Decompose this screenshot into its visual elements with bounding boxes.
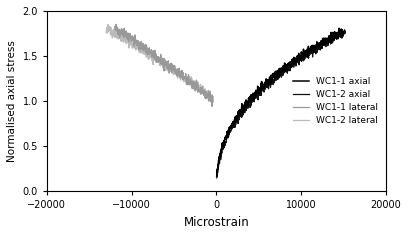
WC1-1 lateral [166,67,171,70]
WC1-1 lateral [159,59,164,62]
WC1-2 axial [304,53,308,56]
Y-axis label: Normalised axial stress: Normalised axial stress [7,40,17,162]
Legend: WC1-1 axial, WC1-2 axial, WC1-1 lateral, WC1-2 lateral: WC1-1 axial, WC1-2 axial, WC1-1 lateral,… [290,74,381,128]
WC1-2 lateral [104,31,109,34]
Line: WC1-2 lateral: WC1-2 lateral [106,25,212,100]
WC1-1 axial [328,31,333,34]
WC1-1 axial [341,30,346,33]
WC1-2 lateral [210,96,215,99]
WC1-2 axial [214,177,219,179]
WC1-1 lateral [193,81,198,84]
WC1-2 lateral [167,63,172,66]
WC1-2 axial [278,71,283,74]
WC1-2 axial [342,28,347,31]
WC1-1 axial [246,101,251,104]
Line: WC1-1 axial: WC1-1 axial [217,28,344,177]
WC1-2 axial [297,58,302,61]
WC1-1 lateral [171,68,176,71]
WC1-2 lateral [155,58,160,60]
WC1-1 axial [250,95,255,98]
WC1-2 lateral [106,23,111,26]
WC1-1 lateral [113,23,118,26]
Line: WC1-2 axial: WC1-2 axial [217,30,345,178]
WC1-1 lateral [112,26,117,29]
WC1-1 lateral [208,100,213,103]
WC1-2 lateral [207,98,212,101]
WC1-1 lateral [160,57,164,60]
WC1-2 axial [343,30,348,33]
WC1-1 axial [255,90,259,93]
WC1-2 lateral [208,98,213,101]
WC1-2 axial [315,49,320,51]
WC1-2 lateral [191,82,195,84]
Line: WC1-1 lateral: WC1-1 lateral [115,24,213,106]
WC1-2 axial [248,100,253,103]
WC1-1 axial [214,175,219,178]
WC1-1 lateral [211,101,215,104]
WC1-2 axial [305,52,310,55]
WC1-1 axial [337,27,341,30]
WC1-1 axial [313,46,318,48]
X-axis label: Microstrain: Microstrain [184,216,249,229]
WC1-2 lateral [154,56,159,59]
WC1-2 lateral [161,62,166,65]
WC1-1 lateral [210,105,215,108]
WC1-1 axial [297,55,302,57]
WC1-1 axial [215,175,220,178]
